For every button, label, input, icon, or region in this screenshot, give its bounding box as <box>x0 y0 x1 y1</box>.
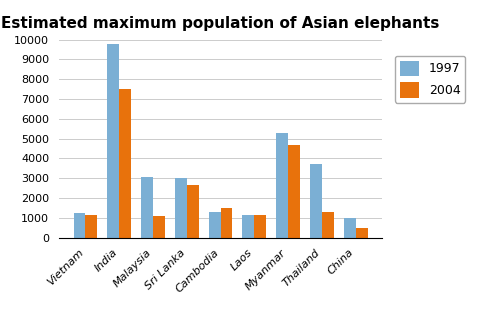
Bar <box>254 215 266 238</box>
Bar <box>107 44 119 238</box>
Legend: 1997, 2004: 1997, 2004 <box>395 56 465 103</box>
Bar <box>187 185 198 238</box>
Bar <box>153 216 165 238</box>
Bar <box>220 208 232 238</box>
Bar <box>141 177 153 238</box>
Bar <box>209 212 221 238</box>
Bar <box>356 228 368 238</box>
Bar <box>276 133 288 238</box>
Bar <box>175 178 187 238</box>
Bar <box>344 218 356 238</box>
Bar <box>243 215 254 238</box>
Bar <box>119 89 131 238</box>
Bar <box>322 212 334 238</box>
Bar <box>288 145 300 238</box>
Bar <box>310 164 322 238</box>
Title: Estimated maximum population of Asian elephants: Estimated maximum population of Asian el… <box>1 16 440 31</box>
Bar <box>85 215 97 238</box>
Bar <box>74 213 85 238</box>
